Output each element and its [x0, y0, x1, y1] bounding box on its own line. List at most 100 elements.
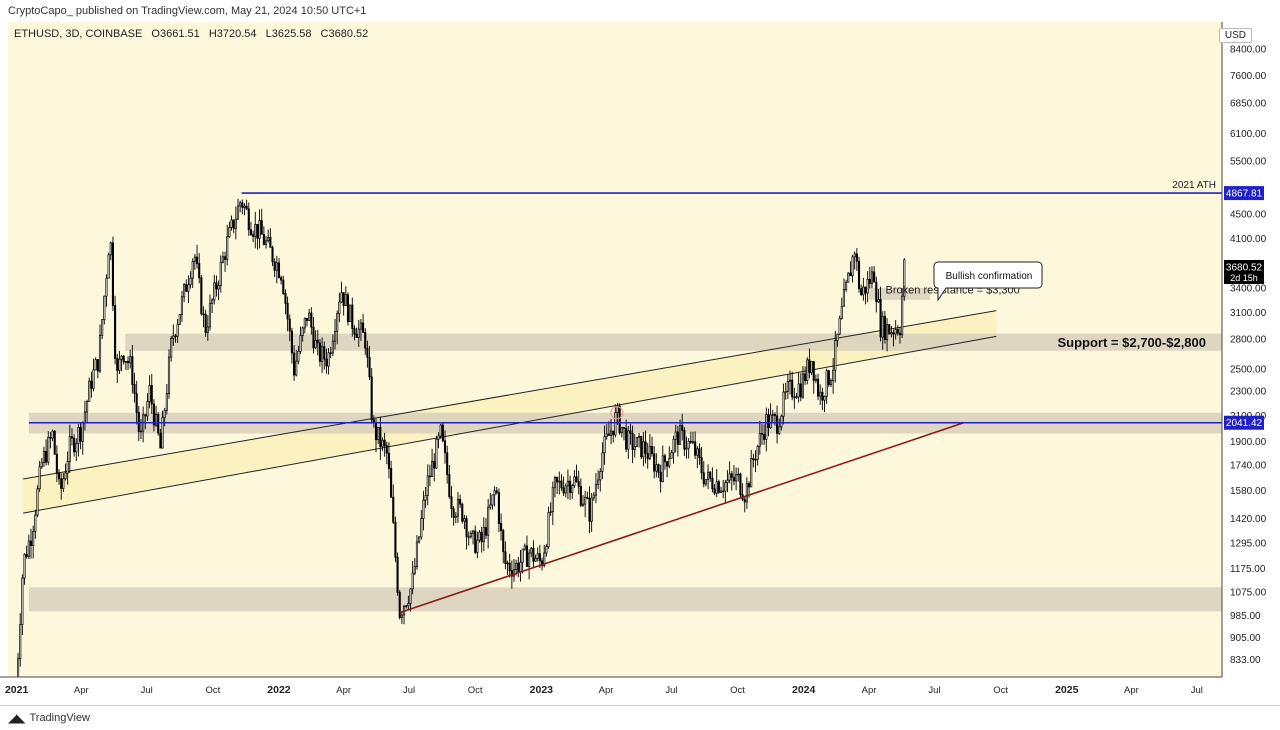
candle [312, 317, 315, 354]
candle-body [767, 414, 770, 429]
candle [454, 512, 457, 524]
candle [29, 528, 33, 559]
candle [903, 258, 906, 301]
candle-body [801, 373, 805, 398]
candle-body [53, 430, 56, 455]
candle [346, 292, 350, 326]
candle [650, 436, 654, 457]
candle-body [791, 379, 794, 398]
candle-body [40, 461, 43, 468]
candle [70, 428, 74, 446]
candle [249, 221, 252, 236]
candle [898, 326, 902, 344]
candle-body [584, 496, 587, 505]
candle [150, 373, 153, 414]
candle-body [847, 272, 850, 283]
candle [191, 258, 194, 289]
candle-body [122, 355, 125, 363]
candle-body [213, 282, 216, 301]
candle [34, 509, 37, 539]
candle-body [886, 324, 889, 340]
candle-body [195, 256, 199, 264]
candle-body [564, 485, 567, 494]
candle [321, 337, 324, 374]
candle [75, 438, 78, 462]
candle-body [271, 247, 274, 263]
candle-body [34, 514, 37, 532]
candle-body [366, 347, 369, 358]
candle-body [170, 337, 173, 358]
candle-body [374, 422, 378, 441]
candle-body [560, 480, 563, 489]
candle-body [883, 316, 886, 340]
price-tick-label: 3100.00 [1230, 308, 1267, 319]
candle [310, 307, 313, 335]
candle [901, 288, 904, 338]
tradingview-logo[interactable]: ◢◣ TradingView [8, 711, 90, 725]
chart-area[interactable]: 2021 ATH Broken resistance = $3,300 Suppor… [0, 22, 1280, 705]
candle [180, 290, 183, 322]
candle [599, 468, 602, 492]
candle-body [646, 453, 649, 460]
candle [299, 326, 302, 354]
candle-body [653, 453, 656, 472]
candle-body [183, 284, 186, 298]
channel-fill [23, 310, 997, 514]
candle-body [857, 260, 861, 289]
candle [625, 419, 628, 452]
candle [152, 399, 155, 432]
candle-body [277, 262, 281, 278]
candle [420, 510, 423, 540]
candle [894, 320, 897, 340]
candle-body [340, 292, 343, 303]
candle [547, 506, 550, 549]
symbol-label[interactable]: ETHUSD, 3D, COINBASE [14, 28, 143, 40]
currency-label[interactable]: USD [1218, 28, 1252, 43]
price-tick-label: 833.00 [1230, 655, 1261, 666]
price-tick-label: 4100.00 [1230, 234, 1267, 245]
candle-body [217, 285, 220, 290]
candle-body [726, 479, 729, 483]
candle [821, 387, 824, 410]
candle-body [704, 479, 707, 485]
candle [213, 274, 216, 305]
candle [161, 410, 164, 449]
candle [879, 286, 882, 342]
candle [864, 286, 867, 305]
candle [661, 445, 664, 483]
candle-body [784, 391, 787, 393]
candle [788, 370, 792, 395]
candle [584, 490, 587, 518]
candle [118, 350, 121, 375]
candle [847, 272, 850, 283]
candle [657, 463, 660, 478]
candle-body [314, 339, 317, 349]
candle [786, 374, 789, 399]
candle [896, 325, 899, 336]
candle-body [357, 328, 360, 338]
price-tick-label: 2300.00 [1230, 387, 1267, 398]
candle [336, 310, 339, 345]
level-price-bg [1224, 186, 1264, 201]
price-tick-label: 6100.00 [1230, 129, 1267, 140]
candle-body [592, 494, 595, 499]
candle-body [698, 448, 701, 459]
price-tick-label: 905.00 [1230, 633, 1261, 644]
publish-header: CryptoCapo_ published on TradingView.com… [0, 0, 1280, 23]
candle-body [804, 373, 807, 381]
candle [588, 486, 591, 534]
candle-body [260, 220, 263, 235]
candle-body [305, 317, 309, 321]
candle [620, 427, 623, 438]
candle [791, 371, 794, 401]
candle-body [120, 355, 123, 360]
time-tick-label: Jul [403, 685, 415, 696]
candle-body [114, 305, 117, 359]
candle-body [180, 296, 183, 315]
candle [165, 383, 168, 415]
candle-body [163, 409, 166, 418]
candle [282, 275, 285, 295]
price-tick-label: 985.00 [1230, 611, 1261, 622]
time-tick-label: Apr [74, 685, 89, 696]
